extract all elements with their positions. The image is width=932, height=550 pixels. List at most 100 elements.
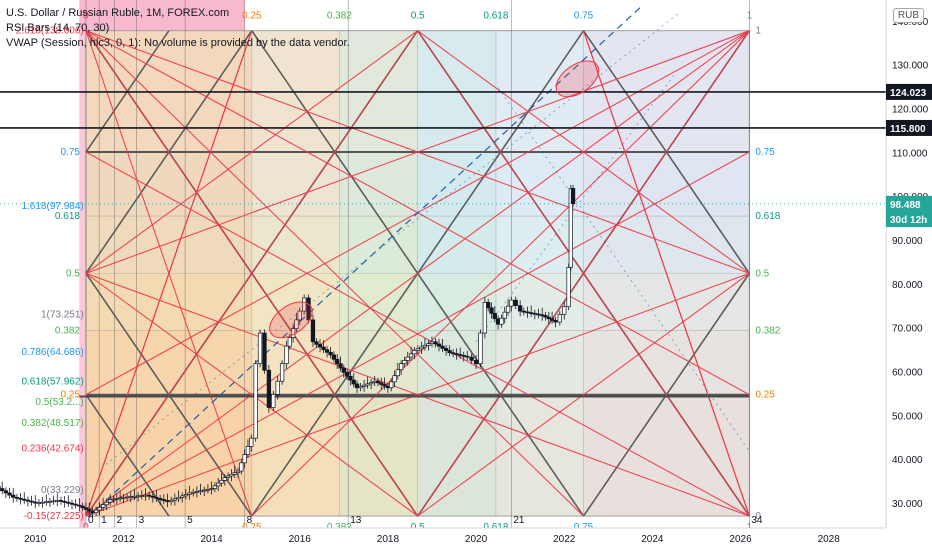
candle-body [83,507,89,510]
plot-area [0,0,886,528]
candle-body [395,369,400,377]
candle-body [465,355,470,358]
fib-level-label: 0.618(57.962) [21,376,83,387]
price-axis-tag [886,83,932,100]
candle-body [187,492,192,495]
candle-body [328,351,333,356]
price-tick-label: 80.000 [892,280,923,291]
candle-body [532,312,537,315]
time-tick-label: 2026 [729,534,752,545]
candle-body [3,490,9,494]
candle-body [249,437,254,447]
price-tick-label: 130.000 [892,61,929,72]
fib-time-band [79,0,245,31]
gann-cell [583,152,750,217]
gann-top-label: 0.5 [411,11,425,22]
candle-body [546,316,551,320]
price-tick-label: 110.000 [892,148,928,159]
candle-body [229,473,234,477]
candle-body [454,353,459,355]
candle-body [321,346,326,351]
candle-body [361,384,367,387]
time-tick-label: 2018 [377,534,400,545]
fib-time-label: 1 [101,515,107,526]
candle-body [513,299,518,306]
price-axis-tag [886,119,932,136]
candle-body [222,477,227,481]
candle-body [344,372,350,377]
candle-body [176,496,181,500]
candle-body [180,495,185,498]
gann-fan-line [85,272,750,517]
gann-fan-line [85,30,253,517]
candle-body [253,363,258,439]
candle-body [73,503,78,506]
candle-body [310,319,316,343]
candle-body [271,394,276,408]
candle-body [482,301,488,334]
gann-fan-line [417,272,750,517]
gann-cell [339,216,418,274]
gann-right-label: 0.75 [755,147,775,158]
candle-body [517,305,523,312]
gann-cell-tint [85,152,252,217]
legend-vwap[interactable]: VWAP (Session, hlc3, 0, 1): No volume is… [6,37,350,49]
gann-cell-tint [495,330,584,395]
candle-body [436,343,442,347]
candle-body [108,499,113,503]
currency-button[interactable]: RUB [892,8,924,23]
fib-level-label: 0(33.229) [41,485,84,496]
candle-body [341,367,346,373]
gann-cell [251,152,340,217]
candle-body [239,462,244,472]
candle-body [402,360,407,365]
candle-body [235,470,241,474]
gann-top-label: 0.618 [483,11,508,22]
time-tick-label: 2010 [24,534,47,545]
price-axis-tag-label: 115.800 [890,124,926,135]
candle-body [87,509,92,512]
candle-body [458,354,463,356]
candle-body [191,491,196,494]
legend-rsi-bars[interactable]: RSI Bars (14, 70, 30) [6,22,110,34]
price-axis-tag-label: 98.488 [890,200,921,211]
candle-body [11,494,16,498]
candle-body [570,188,576,205]
candle-body [143,494,148,497]
candle-body [562,306,567,315]
fib-time-label: 8 [247,515,253,526]
fib-time-label: 34 [751,515,763,526]
fib-time-label: 13 [350,515,362,526]
price-axis-tag [886,211,932,228]
candle-body [169,499,174,503]
candle-body [306,297,311,321]
candle-body [553,320,558,323]
candle-body [405,356,410,361]
gann-cell-tint [85,330,252,395]
fib-level-label: 0.382(48.517) [21,418,83,429]
gann-left-label: 0.618 [55,211,80,222]
candle-body [392,375,397,383]
candle-body [275,380,280,395]
candle-body [502,311,507,319]
price-axis-tag-label: 30d 12h [890,215,927,226]
candle-body [245,446,251,455]
candle-body [525,311,530,314]
candle-body [146,494,152,497]
time-tick-label: 2022 [553,534,576,545]
time-tick-label: 2014 [200,534,223,545]
price-tick-label: 30.000 [892,499,923,510]
candle-body [429,341,435,344]
price-tick-label: 50.000 [892,411,923,422]
candle-body [314,341,319,345]
gann-fan-line [85,30,419,517]
legend-symbol-title[interactable]: U.S. Dollar / Russian Ruble, 1M, FOREX.c… [6,7,230,19]
gann-cell [495,330,584,395]
fib-time-label: 0 [88,515,94,526]
price-tick-label: 70.000 [892,324,923,335]
candle-body [331,354,337,360]
candle-body [36,502,42,504]
candle-body [294,319,299,329]
gann-top-label: 1 [747,11,753,22]
